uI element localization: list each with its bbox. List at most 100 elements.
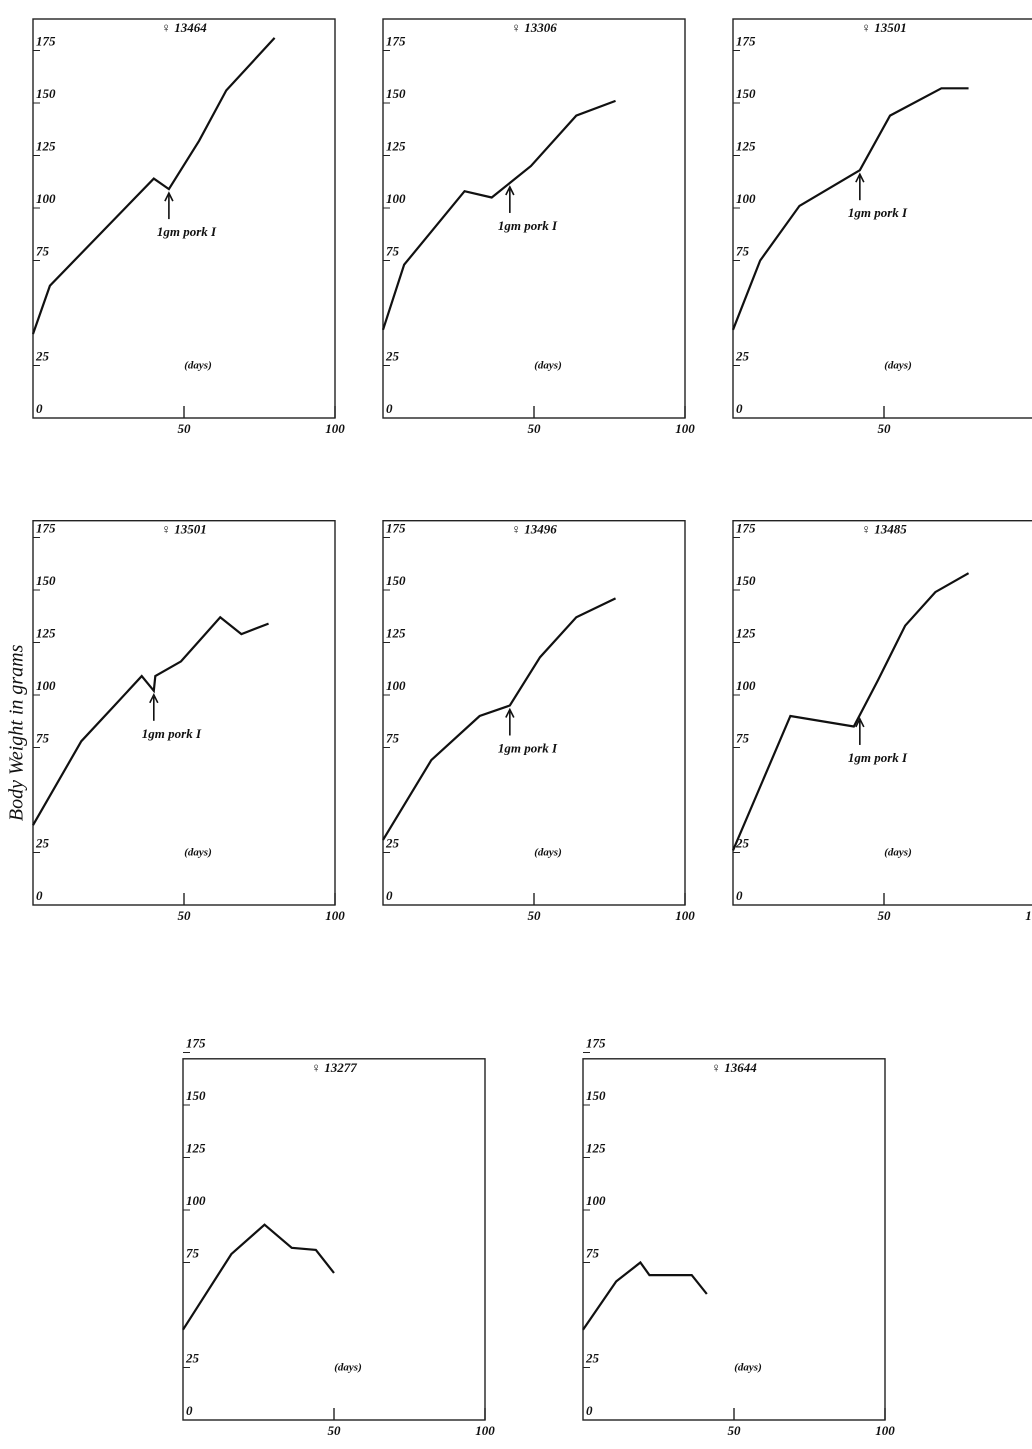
- plot-frame: [33, 19, 335, 418]
- x-tick-label: 100: [325, 421, 345, 436]
- y-tick-label: 25: [35, 348, 50, 363]
- x-axis-label: (days): [534, 360, 562, 372]
- y-tick-label: 75: [386, 730, 400, 745]
- x-tick-label: 50: [878, 421, 892, 436]
- y-tick-label: 75: [586, 1245, 600, 1260]
- x-tick-label: 50: [528, 908, 542, 923]
- chart-title: ♀ 13306: [511, 20, 557, 35]
- data-line: [183, 1225, 334, 1330]
- data-line: [733, 573, 969, 850]
- y-tick-label: 75: [186, 1245, 200, 1260]
- y-tick-label: 100: [36, 191, 56, 206]
- x-tick-label: 100: [475, 1423, 495, 1438]
- annotation: 1gm pork I: [848, 750, 908, 765]
- chart-title: ♀ 13277: [311, 1060, 357, 1075]
- chart-title: ♀ 13501: [861, 20, 907, 35]
- y-tick-label: 25: [585, 1350, 600, 1365]
- y-tick-label: 100: [186, 1193, 206, 1208]
- plot-frame: [733, 521, 1032, 905]
- y-tick-label: 0: [736, 888, 743, 903]
- y-tick-label: 75: [386, 243, 400, 258]
- y-tick-label: 75: [736, 730, 750, 745]
- annotation: 1gm pork I: [142, 726, 202, 741]
- x-axis-label: (days): [334, 1362, 362, 1374]
- y-tick-label: 150: [186, 1088, 206, 1103]
- y-tick-label: 25: [385, 348, 400, 363]
- x-axis-label: (days): [184, 360, 212, 372]
- y-tick-label: 175: [386, 33, 406, 48]
- chart-title: ♀ 13644: [711, 1060, 757, 1075]
- x-axis-label: (days): [184, 847, 212, 859]
- y-tick-label: 75: [36, 243, 50, 258]
- y-tick-label: 125: [586, 1140, 606, 1155]
- y-tick-label: 150: [386, 86, 406, 101]
- x-tick-label: 100: [875, 1423, 895, 1438]
- y-tick-label: 175: [736, 33, 756, 48]
- data-line: [383, 101, 616, 330]
- x-tick-label: 50: [528, 421, 542, 436]
- y-tick-label: 25: [735, 348, 750, 363]
- y-tick-label: 0: [36, 401, 43, 416]
- y-tick-label: 150: [36, 86, 56, 101]
- data-line: [583, 1263, 707, 1330]
- x-tick-label: 50: [328, 1423, 342, 1438]
- y-tick-label: 150: [736, 573, 756, 588]
- y-tick-label: 175: [186, 1035, 206, 1050]
- y-tick-label: 175: [736, 520, 756, 535]
- y-tick-label: 100: [386, 678, 406, 693]
- y-tick-label: 150: [736, 86, 756, 101]
- annotation: 1gm pork I: [498, 218, 558, 233]
- x-tick-label: 50: [178, 908, 192, 923]
- data-line: [383, 598, 616, 840]
- y-tick-label: 25: [35, 835, 50, 850]
- chart-title: ♀ 13496: [511, 522, 557, 537]
- y-tick-label: 125: [386, 138, 406, 153]
- y-tick-label: 0: [586, 1403, 593, 1418]
- y-tick-label: 125: [36, 625, 56, 640]
- x-tick-label: 50: [728, 1423, 742, 1438]
- figure: ♀ 13464 0 25 75 100 125 150 175 50 100 (days) 1gm p…: [0, 0, 1032, 1449]
- chart-title: ♀ 13485: [861, 522, 907, 537]
- data-line: [33, 617, 269, 825]
- data-line: [33, 38, 275, 334]
- x-axis-label: (days): [534, 847, 562, 859]
- x-tick-label: 50: [178, 421, 192, 436]
- y-tick-label: 175: [386, 520, 406, 535]
- x-axis-label: (days): [884, 360, 912, 372]
- x-tick-label: 100: [675, 908, 695, 923]
- annotation: 1gm pork I: [848, 205, 908, 220]
- y-tick-label: 100: [586, 1193, 606, 1208]
- y-tick-label: 100: [36, 678, 56, 693]
- y-tick-label: 100: [736, 191, 756, 206]
- y-tick-label: 0: [386, 401, 393, 416]
- y-tick-label: 125: [186, 1140, 206, 1155]
- y-axis-label: Body Weight in grams: [6, 644, 28, 821]
- y-tick-label: 0: [736, 401, 743, 416]
- annotation: 1gm pork I: [157, 224, 217, 239]
- y-tick-label: 25: [185, 1350, 200, 1365]
- y-tick-label: 175: [36, 33, 56, 48]
- y-tick-label: 150: [386, 573, 406, 588]
- y-tick-label: 125: [36, 138, 56, 153]
- y-tick-label: 150: [586, 1088, 606, 1103]
- y-tick-label: 0: [36, 888, 43, 903]
- page: ♀ 13464 0 25 75 100 125 150 175 50 100 (days) 1gm p…: [0, 0, 1032, 1449]
- y-tick-label: 0: [186, 1403, 193, 1418]
- y-tick-label: 25: [385, 835, 400, 850]
- chart-title: ♀ 13501: [161, 522, 207, 537]
- x-tick-label: 100: [325, 908, 345, 923]
- x-tick-label: 100: [1025, 908, 1032, 923]
- y-tick-label: 100: [386, 191, 406, 206]
- annotation: 1gm pork I: [498, 740, 558, 755]
- y-tick-label: 125: [736, 138, 756, 153]
- y-tick-label: 100: [736, 678, 756, 693]
- y-tick-label: 75: [736, 243, 750, 258]
- y-tick-label: 125: [736, 625, 756, 640]
- chart-title: ♀ 13464: [161, 20, 207, 35]
- y-tick-label: 125: [386, 625, 406, 640]
- x-tick-label: 50: [878, 908, 892, 923]
- y-tick-label: 150: [36, 573, 56, 588]
- x-tick-label: 100: [675, 421, 695, 436]
- y-tick-label: 175: [586, 1035, 606, 1050]
- y-tick-label: 0: [386, 888, 393, 903]
